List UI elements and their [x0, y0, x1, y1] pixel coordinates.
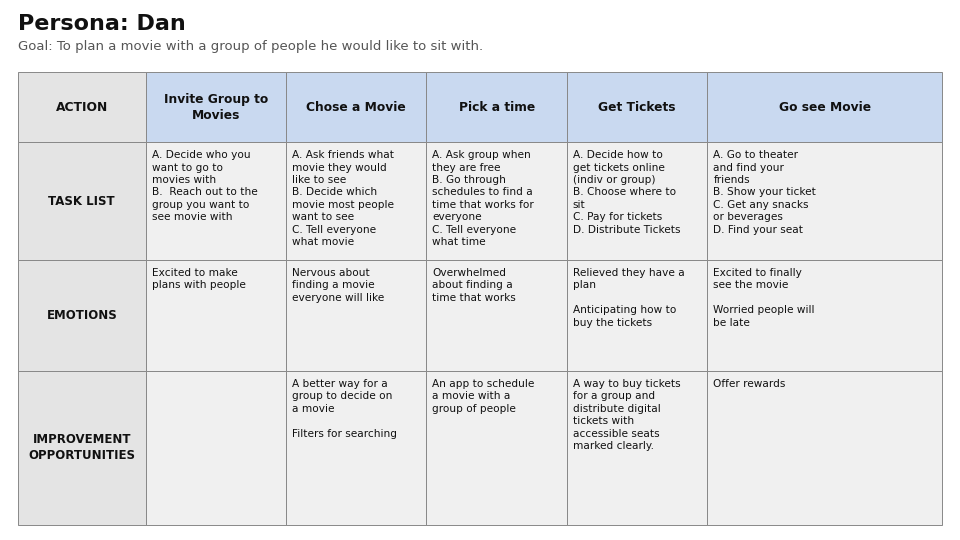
Bar	[18, 260, 146, 371]
Text: Persona: Dan: Persona: Dan	[18, 14, 185, 34]
Text: ACTION: ACTION	[56, 100, 108, 113]
Text: EMOTIONS: EMOTIONS	[46, 309, 117, 322]
Bar	[286, 371, 426, 525]
Text: A. Decide how to
get tickets online
(indiv or group)
B. Choose where to
sit
C. P: A. Decide how to get tickets online (ind…	[573, 150, 681, 234]
Text: Relieved they have a
plan

Anticipating how to
buy the tickets: Relieved they have a plan Anticipating h…	[573, 268, 684, 328]
Bar	[566, 371, 708, 525]
Bar	[146, 72, 286, 142]
Text: Overwhelmed
about finding a
time that works: Overwhelmed about finding a time that wo…	[432, 268, 516, 303]
Bar	[708, 142, 942, 260]
Text: Go see Movie: Go see Movie	[779, 100, 871, 113]
Bar	[708, 371, 942, 525]
Bar	[146, 142, 286, 260]
Text: A. Ask group when
they are free
B. Go through
schedules to find a
time that work: A. Ask group when they are free B. Go th…	[432, 150, 534, 247]
Text: Chose a Movie: Chose a Movie	[306, 100, 406, 113]
Bar	[426, 260, 566, 371]
Text: Nervous about
finding a movie
everyone will like: Nervous about finding a movie everyone w…	[292, 268, 384, 303]
Text: Invite Group to
Movies: Invite Group to Movies	[163, 92, 268, 122]
Text: Excited to make
plans with people: Excited to make plans with people	[152, 268, 246, 291]
Text: IMPROVEMENT
OPPORTUNITIES: IMPROVEMENT OPPORTUNITIES	[28, 434, 135, 462]
Text: Goal: To plan a movie with a group of people he would like to sit with.: Goal: To plan a movie with a group of pe…	[18, 40, 483, 53]
Bar	[286, 260, 426, 371]
Bar	[18, 371, 146, 525]
Bar	[286, 142, 426, 260]
Bar	[426, 142, 566, 260]
Text: A. Go to theater
and find your
friends
B. Show your ticket
C. Get any snacks
or : A. Go to theater and find your friends B…	[713, 150, 816, 234]
Text: A. Decide who you
want to go to
movies with
B.  Reach out to the
group you want : A. Decide who you want to go to movies w…	[152, 150, 257, 222]
Bar	[146, 371, 286, 525]
Bar	[566, 142, 708, 260]
Text: A. Ask friends what
movie they would
like to see
B. Decide which
movie most peop: A. Ask friends what movie they would lik…	[292, 150, 394, 247]
Text: Get Tickets: Get Tickets	[598, 100, 676, 113]
Bar	[18, 142, 146, 260]
Text: A better way for a
group to decide on
a movie

Filters for searching: A better way for a group to decide on a …	[292, 379, 397, 438]
Text: TASK LIST: TASK LIST	[48, 194, 115, 207]
Bar	[146, 260, 286, 371]
Text: Pick a time: Pick a time	[459, 100, 535, 113]
Bar	[18, 72, 146, 142]
Bar	[426, 371, 566, 525]
Bar	[426, 72, 566, 142]
Bar	[566, 72, 708, 142]
Text: Offer rewards: Offer rewards	[713, 379, 785, 389]
Bar	[286, 72, 426, 142]
Bar	[708, 72, 942, 142]
Bar	[566, 260, 708, 371]
Text: An app to schedule
a movie with a
group of people: An app to schedule a movie with a group …	[432, 379, 535, 414]
Text: A way to buy tickets
for a group and
distribute digital
tickets with
accessible : A way to buy tickets for a group and dis…	[573, 379, 681, 451]
Text: Excited to finally
see the movie

Worried people will
be late: Excited to finally see the movie Worried…	[713, 268, 815, 328]
Bar	[708, 260, 942, 371]
